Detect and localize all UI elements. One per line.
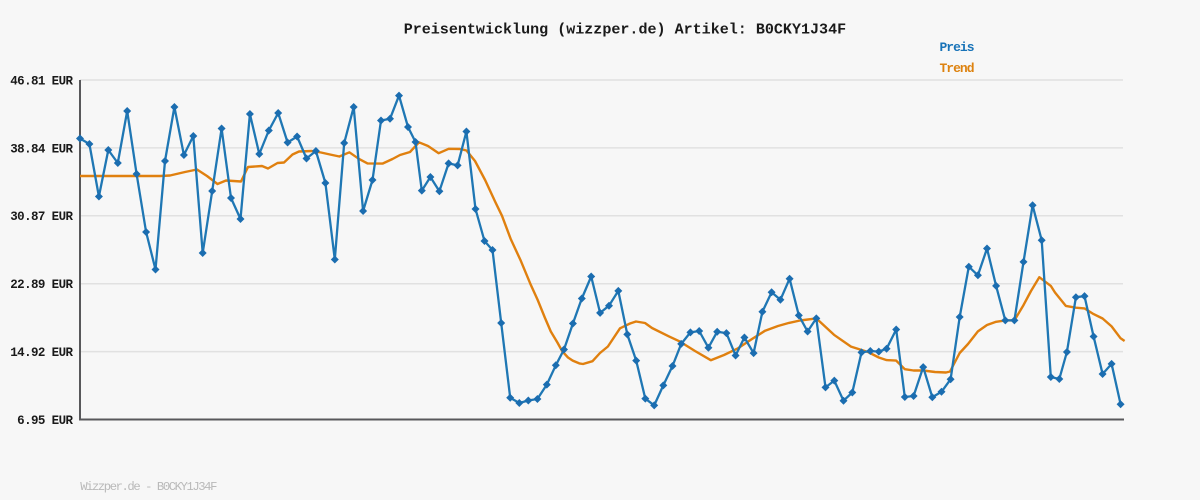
svg-text:14.92 EUR: 14.92 EUR xyxy=(10,346,73,360)
svg-text:6.95 EUR: 6.95 EUR xyxy=(17,414,73,428)
svg-text:30.87 EUR: 30.87 EUR xyxy=(10,210,73,224)
svg-text:46.81 EUR: 46.81 EUR xyxy=(10,74,73,88)
svg-text:Preis: Preis xyxy=(940,40,975,55)
svg-text:Wizzper.de - B0CKY1J34F: Wizzper.de - B0CKY1J34F xyxy=(80,480,217,494)
svg-text:Preisentwicklung (wizzper.de): Preisentwicklung (wizzper.de) Artikel: B… xyxy=(404,20,846,38)
svg-text:Trend: Trend xyxy=(940,61,974,76)
svg-text:38.84 EUR: 38.84 EUR xyxy=(10,142,73,156)
svg-text:22.89 EUR: 22.89 EUR xyxy=(10,278,73,292)
